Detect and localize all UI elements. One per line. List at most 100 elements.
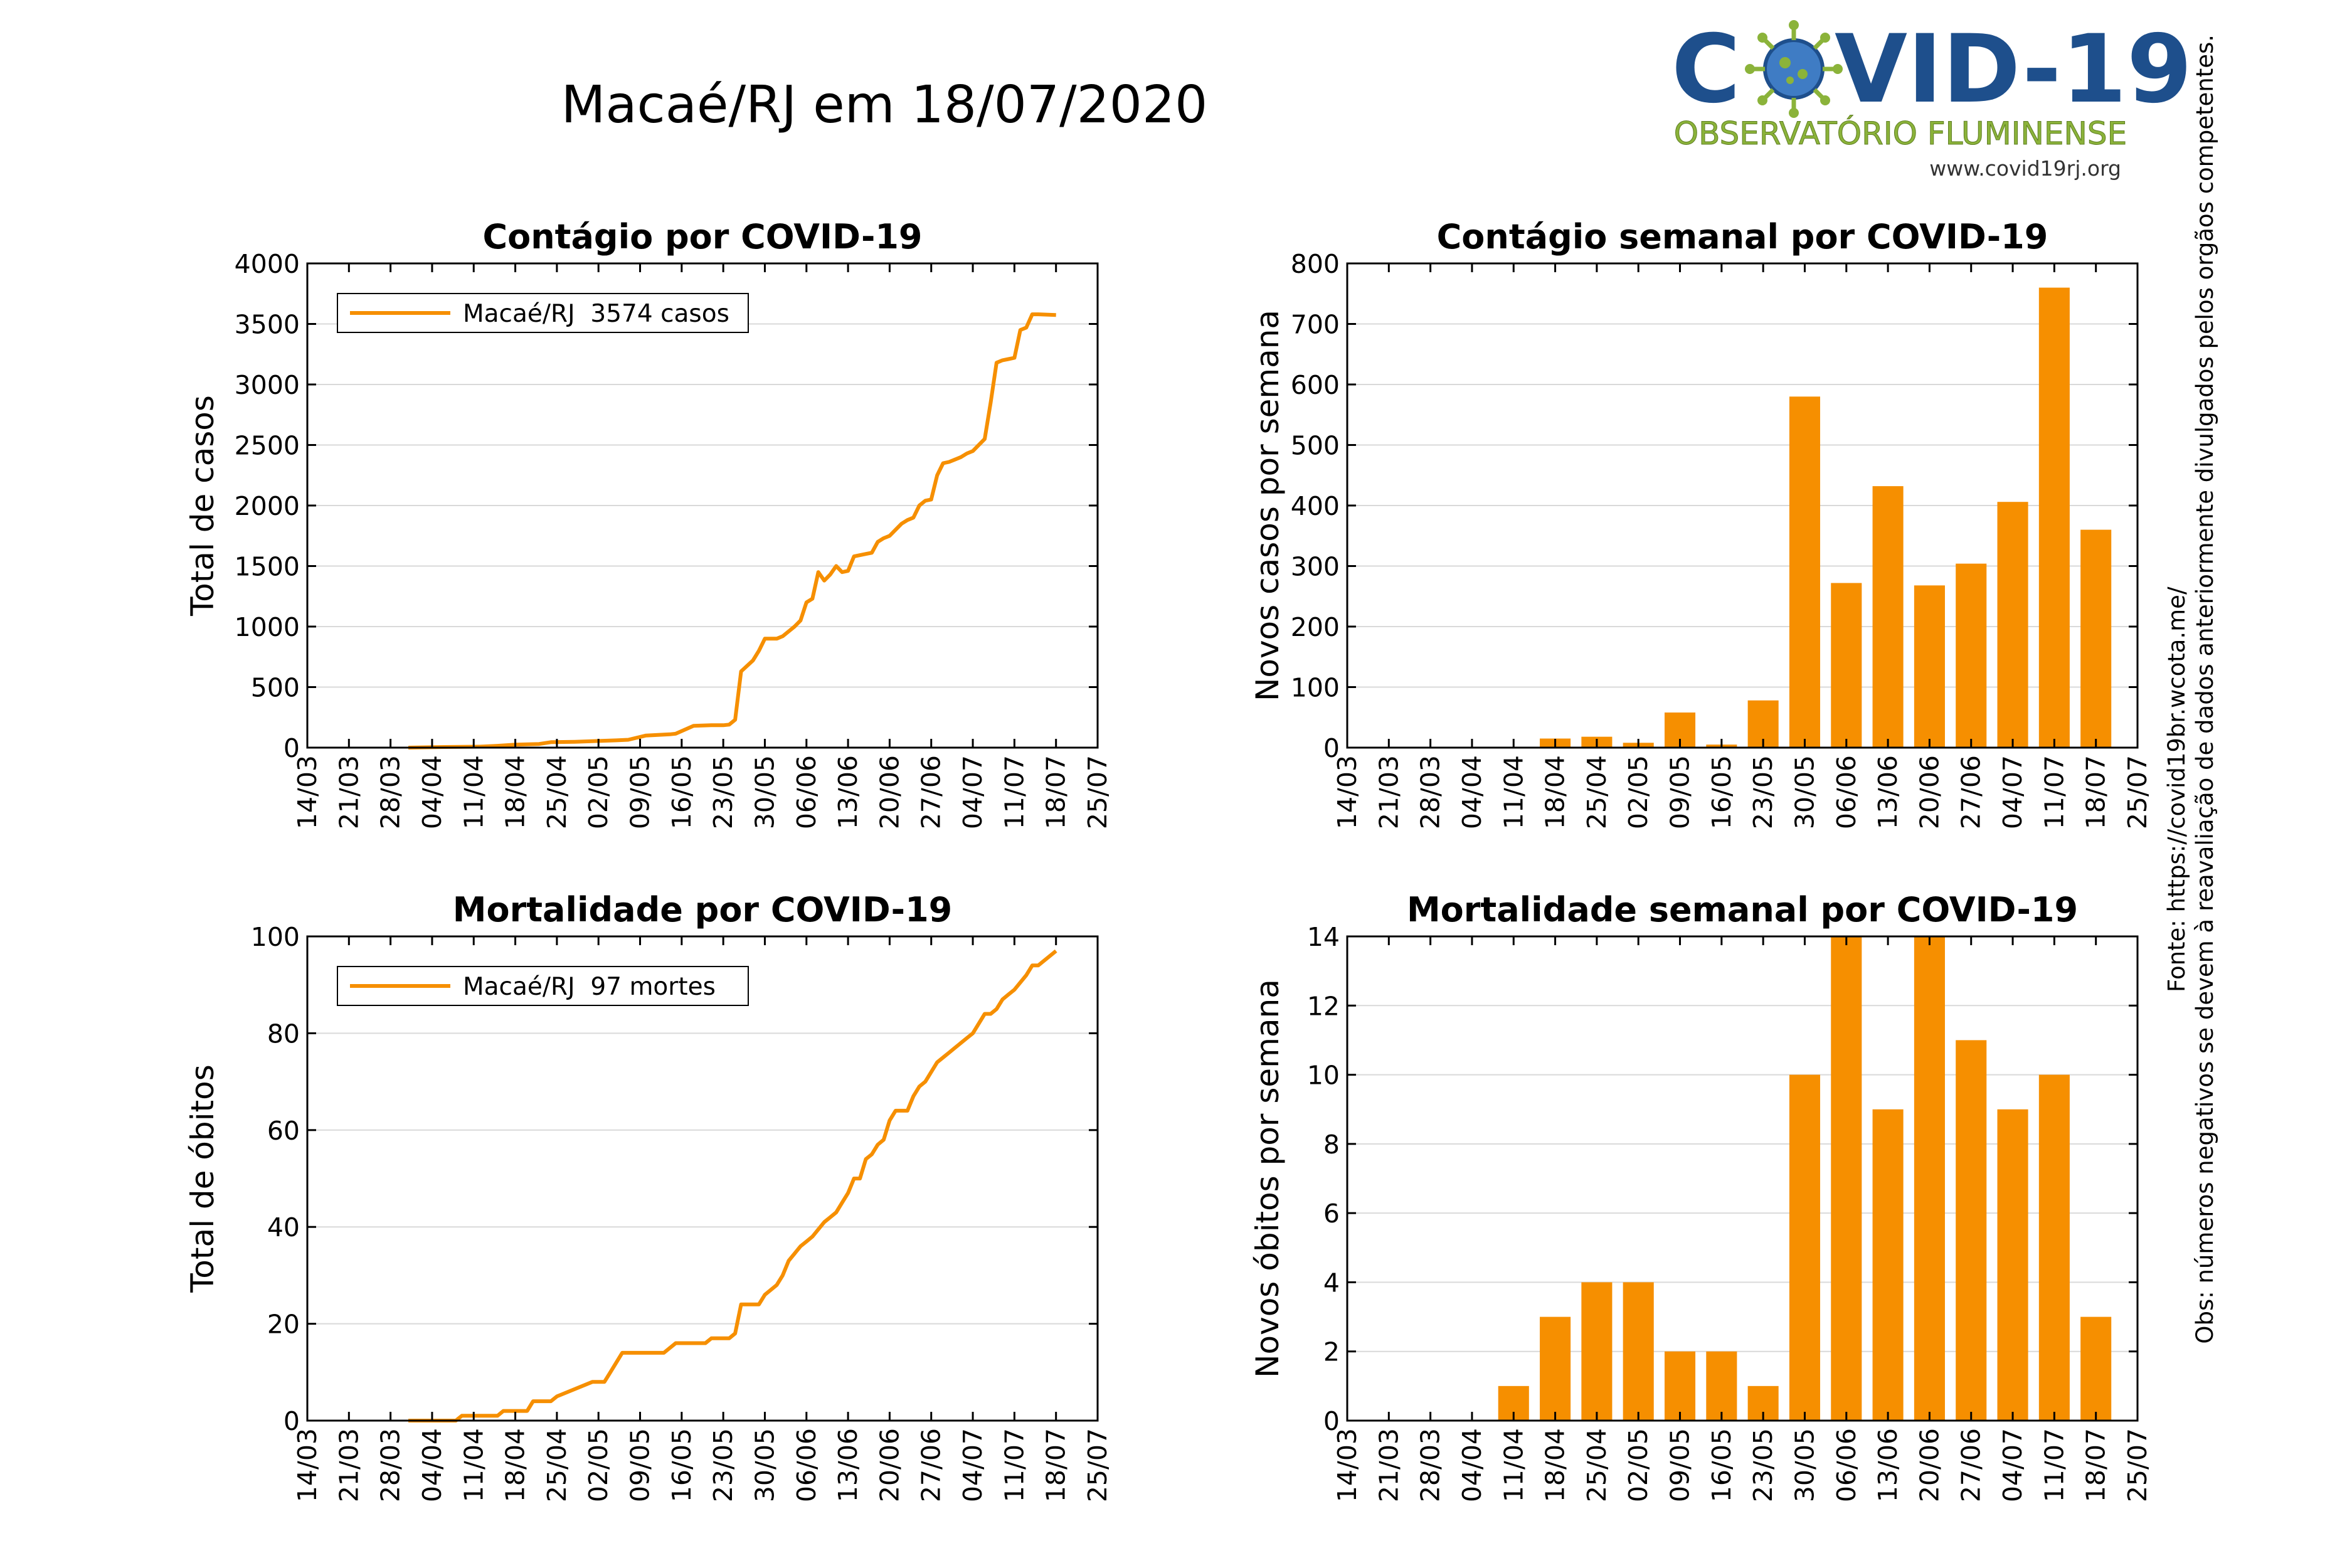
x-tick-label: 04/04 (1457, 1428, 1487, 1502)
y-tick-label: 500 (1291, 431, 1340, 461)
x-tick-label: 30/05 (1789, 755, 1820, 829)
y-tick-label: 20 (267, 1310, 300, 1340)
x-tick-label: 18/04 (1540, 1428, 1571, 1502)
y-tick-label: 1500 (235, 552, 300, 582)
x-tick-label: 27/06 (916, 755, 946, 829)
x-tick-label: 04/04 (1457, 755, 1487, 829)
bar (1664, 1351, 1696, 1421)
x-tick-label: 25/04 (542, 755, 572, 829)
x-tick-label: 18/07 (1041, 1428, 1071, 1502)
chart-title: Contágio semanal por COVID-19 (1437, 217, 2048, 257)
bar (1831, 583, 1862, 748)
bar (1540, 1316, 1571, 1421)
x-tick-label: 14/03 (1332, 1428, 1362, 1502)
logo-url: www.covid19rj.org (1929, 156, 2121, 181)
x-tick-label: 16/05 (667, 1428, 697, 1502)
axes-frame (1346, 935, 2139, 1422)
y-tick-label: 6 (1323, 1199, 1340, 1229)
y-tick-label: 0 (283, 1406, 300, 1436)
y-tick-label: 10 (1307, 1061, 1340, 1091)
y-tick-label: 4 (1323, 1268, 1340, 1298)
x-tick-label: 25/07 (1083, 755, 1113, 829)
y-tick-label: 14 (1307, 922, 1340, 952)
bar (1914, 585, 1945, 748)
x-tick-label: 18/07 (2081, 1428, 2111, 1502)
bar (2038, 1074, 2070, 1421)
y-tick-label: 0 (1323, 1406, 1340, 1436)
x-tick-label: 18/04 (501, 755, 531, 829)
x-tick-label: 23/05 (1748, 755, 1778, 829)
x-tick-label: 02/05 (583, 1428, 613, 1502)
x-tick-label: 04/04 (417, 1428, 447, 1502)
axes-frame (306, 935, 1099, 1422)
bar (2038, 287, 2070, 748)
side-note-source: Fonte: https://covid19br.wcota.me/ (2163, 586, 2190, 992)
x-tick-label: 25/07 (2122, 755, 2153, 829)
coronavirus-icon (1745, 20, 1843, 118)
side-note-obs: Obs: números negativos se devem à reaval… (2191, 34, 2218, 1344)
x-tick-label: 04/07 (1998, 1428, 2028, 1502)
x-tick-label: 28/03 (376, 1428, 406, 1502)
x-tick-label: 11/07 (999, 755, 1029, 829)
bar (1956, 563, 1987, 748)
y-tick-label: 100 (1291, 673, 1340, 703)
y-tick-label: 12 (1307, 991, 1340, 1021)
bar (1831, 936, 1862, 1421)
x-tick-label: 11/04 (458, 1428, 489, 1502)
x-tick-label: 28/03 (376, 755, 406, 829)
x-tick-label: 30/05 (1789, 1428, 1820, 1502)
x-tick-label: 25/04 (1582, 755, 1612, 829)
x-tick-label: 21/03 (334, 1428, 364, 1502)
x-tick-label: 11/07 (2039, 755, 2069, 829)
x-tick-label: 06/06 (792, 755, 822, 829)
x-tick-label: 13/06 (833, 755, 863, 829)
y-tick-label: 4000 (235, 249, 300, 279)
x-tick-label: 09/05 (1665, 755, 1695, 829)
y-tick-label: 400 (1291, 491, 1340, 521)
y-tick-label: 800 (1291, 249, 1340, 279)
bar (1706, 1351, 1737, 1421)
x-tick-label: 02/05 (583, 755, 613, 829)
y-tick-label: 500 (251, 673, 300, 703)
y-tick-label: 0 (1323, 733, 1340, 763)
x-tick-label: 25/07 (2122, 1428, 2153, 1502)
x-tick-label: 09/05 (1665, 1428, 1695, 1502)
x-tick-label: 16/05 (667, 755, 697, 829)
y-axis-label: Novos casos por semana (1249, 310, 1286, 701)
x-tick-label: 04/07 (958, 755, 988, 829)
x-tick-label: 13/06 (833, 1428, 863, 1502)
chart-title: Mortalidade semanal por COVID-19 (1407, 890, 2078, 930)
x-tick-label: 14/03 (292, 1428, 322, 1502)
x-tick-label: 04/04 (417, 755, 447, 829)
x-tick-label: 20/06 (1914, 1428, 1944, 1502)
x-tick-label: 13/06 (1873, 755, 1903, 829)
chart-cases-total: 0 500 1000 1500 2000 2500 3000 3500 4000 14/03 21/… (184, 217, 1113, 829)
logo-title-c: C (1671, 15, 1740, 124)
logo: C VID-19 OBSERVATÓRIO FLUMINENSE www.cov… (1671, 15, 2192, 181)
bar (1956, 1040, 1987, 1421)
y-axis-label: Novos óbitos por semana (1249, 979, 1286, 1378)
y-tick-label: 300 (1291, 552, 1340, 582)
chart-cases-weekly: 0 100 200 300 400 500 600 700 800 14/03 21/03 28/03… (1249, 217, 2153, 829)
x-tick-label: 09/05 (625, 1428, 655, 1502)
x-tick-label: 06/06 (1831, 755, 1862, 829)
legend-label: Macaé/RJ 97 mortes (463, 973, 716, 1001)
bar (1997, 502, 2028, 748)
x-tick-label: 04/07 (958, 1428, 988, 1502)
x-tick-label: 11/04 (1498, 755, 1528, 829)
y-tick-label: 40 (267, 1212, 300, 1242)
x-tick-label: 25/07 (1083, 1428, 1113, 1502)
x-tick-label: 14/03 (292, 755, 322, 829)
legend: Macaé/RJ 3574 casos (337, 293, 749, 333)
y-axis-label: Total de óbitos (184, 1064, 221, 1293)
chart-title: Contágio por COVID-19 (482, 217, 922, 257)
y-tick-label: 0 (283, 733, 300, 763)
logo-title-rest: VID-19 (1835, 15, 2192, 124)
x-tick-label: 18/07 (1041, 755, 1071, 829)
bar (1872, 1109, 1904, 1421)
x-tick-label: 14/03 (1332, 755, 1362, 829)
x-tick-label: 11/07 (999, 1428, 1029, 1502)
y-tick-label: 2 (1323, 1337, 1340, 1367)
x-tick-label: 09/05 (625, 755, 655, 829)
